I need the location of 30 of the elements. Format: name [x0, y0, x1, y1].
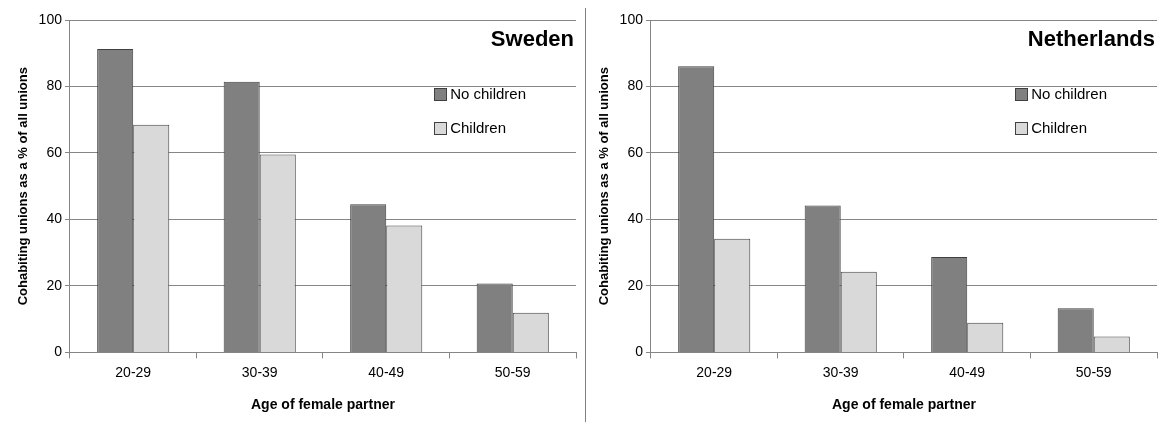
- x-tick-label: 40-49: [368, 363, 405, 380]
- y-axis-title: Cohabiting unions as a % of all unions: [596, 67, 612, 306]
- x-tick-label: 30-39: [241, 363, 278, 380]
- x-tick-label: 50-59: [494, 363, 531, 380]
- chart-title: Netherlands: [1027, 26, 1155, 52]
- y-tick-label: 40: [627, 210, 644, 227]
- y-tick-label: 20: [627, 276, 644, 293]
- x-axis-title: Age of female partner: [251, 396, 396, 413]
- y-tick-label: 100: [619, 10, 644, 27]
- y-tick-label: 60: [46, 143, 63, 160]
- legend-label: Children: [1031, 119, 1087, 136]
- y-tick-label: 80: [46, 77, 63, 94]
- y-tick-label: 20: [46, 276, 63, 293]
- y-tick-label: 0: [54, 343, 63, 360]
- x-tick-label: 50-59: [1075, 363, 1112, 380]
- y-tick-label: 60: [627, 143, 644, 160]
- x-tick-label: 20-29: [115, 363, 152, 380]
- y-tick-label: 40: [46, 210, 63, 227]
- y-tick-label: 0: [635, 343, 644, 360]
- legend-label: No children: [450, 85, 526, 102]
- x-tick-label: 40-49: [949, 363, 986, 380]
- y-tick-label: 100: [38, 10, 63, 27]
- chart-title: Sweden: [490, 26, 574, 52]
- x-tick-label: 30-39: [822, 363, 859, 380]
- x-axis-title: Age of female partner: [832, 396, 977, 413]
- legend-label: Children: [450, 119, 506, 136]
- legend-label: No children: [1031, 85, 1107, 102]
- y-axis-title: Cohabiting unions as a % of all unions: [15, 67, 31, 306]
- y-tick-label: 80: [627, 77, 644, 94]
- x-tick-label: 20-29: [696, 363, 733, 380]
